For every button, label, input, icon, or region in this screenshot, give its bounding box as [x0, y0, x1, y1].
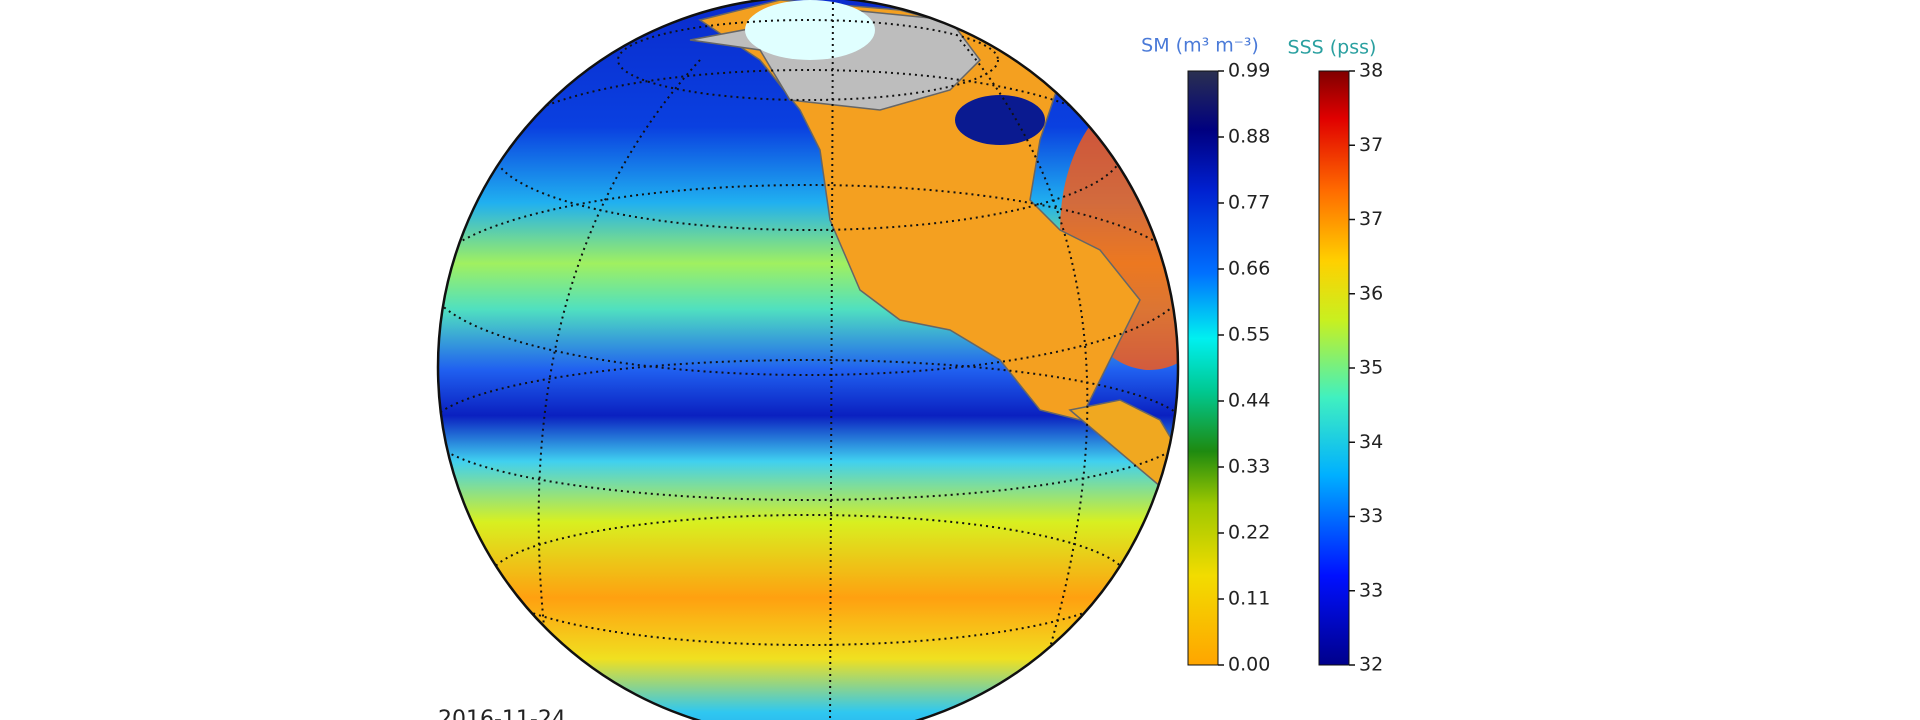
sm-colorbar-title: SM (m³ m⁻³) — [1141, 35, 1259, 57]
tick-label: 0.88 — [1228, 126, 1270, 148]
tick-label: 35 — [1359, 357, 1383, 379]
tick-label: 0.00 — [1228, 654, 1270, 676]
date: 2016-11-24 — [438, 707, 566, 720]
tick-label: 32 — [1359, 654, 1383, 676]
sss-colorbar — [1318, 70, 1350, 666]
tick-label: 0.22 — [1228, 522, 1270, 544]
tick-label: 37 — [1359, 208, 1383, 230]
tick-label: 0.44 — [1228, 390, 1270, 412]
tick-label: 37 — [1359, 134, 1383, 156]
tick-label: 38 — [1359, 60, 1383, 82]
tick-label: 0.55 — [1228, 324, 1270, 346]
tick-label: 33 — [1359, 505, 1383, 527]
ice — [745, 0, 875, 60]
tick-label: 33 — [1359, 579, 1383, 601]
tick-label: 0.77 — [1228, 192, 1270, 214]
tick-label: 0.11 — [1228, 588, 1270, 610]
sm-colorbar — [1187, 70, 1219, 666]
tick-label: 36 — [1359, 282, 1383, 304]
tick-label: 0.66 — [1228, 258, 1270, 280]
tick-label: 34 — [1359, 431, 1383, 453]
tick-label: 0.99 — [1228, 60, 1270, 82]
globe — [438, 0, 1178, 720]
sss-colorbar-title: SSS (pss) — [1288, 37, 1377, 59]
globe-outline — [436, 0, 1180, 720]
tick-label: 0.33 — [1228, 456, 1270, 478]
hudson-bay — [955, 95, 1045, 145]
